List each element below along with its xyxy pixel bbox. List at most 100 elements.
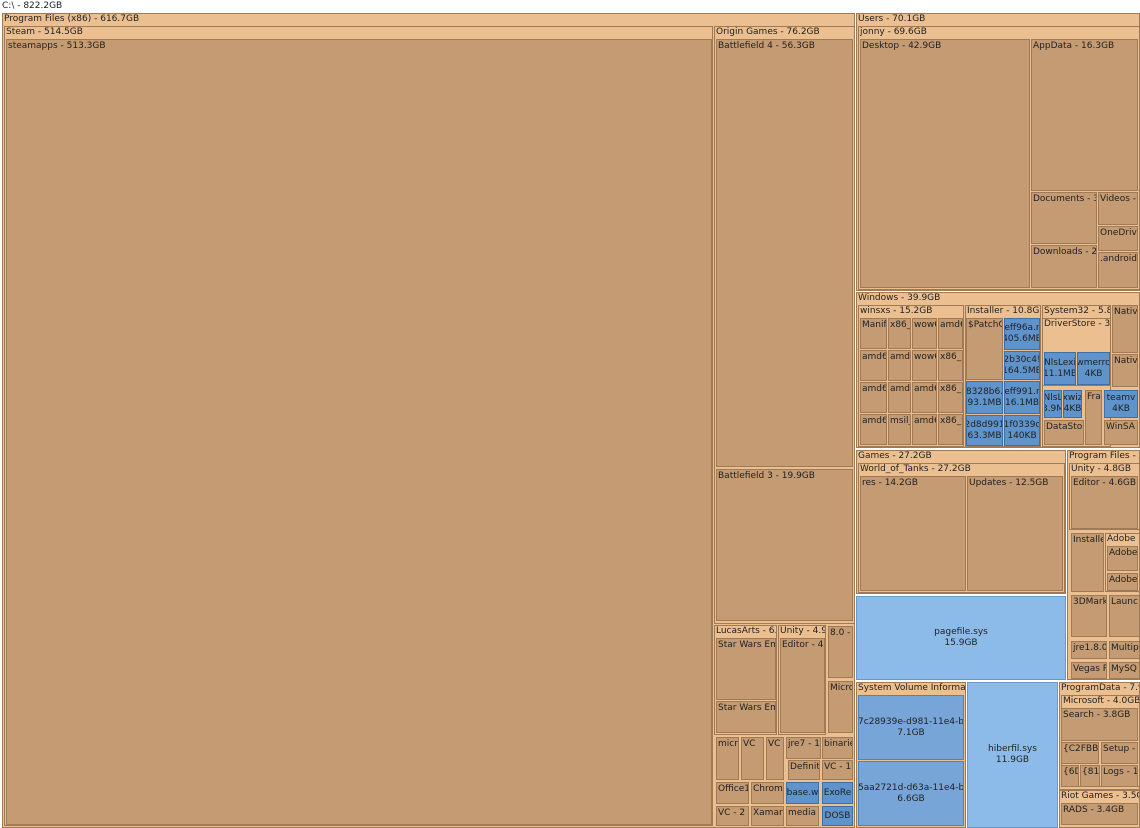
file[interactable]: VC - 1 (822, 760, 853, 780)
file[interactable]: VC - 2 (716, 806, 749, 826)
node-label: amd6 (890, 384, 910, 394)
file[interactable]: x86_i (888, 318, 911, 349)
file[interactable]: 1f0339c 140KB (1004, 415, 1040, 446)
file[interactable]: Star Wars Em (716, 638, 776, 700)
file[interactable]: res - 14.2GB (860, 476, 966, 591)
file[interactable]: amd6 (860, 414, 887, 445)
file[interactable]: hiberfil.sys 11.9GB (967, 682, 1058, 828)
file[interactable]: $PatchC (966, 318, 1003, 380)
file[interactable]: DOSB (822, 806, 853, 826)
file[interactable]: amd6 (860, 350, 887, 381)
file[interactable]: Setup - (1101, 742, 1138, 764)
file[interactable]: {6D (1061, 765, 1079, 787)
file[interactable]: ExoRe (822, 782, 853, 804)
file[interactable]: 3DMark (1071, 595, 1107, 637)
file[interactable]: Launc (1109, 595, 1140, 637)
file[interactable]: Adobe (1107, 546, 1138, 571)
node-label: Windows - 39.9GB (858, 293, 941, 303)
file[interactable]: RADS - 3.4GB (1061, 803, 1138, 825)
file[interactable]: Editor - 4. (780, 638, 825, 733)
file[interactable]: Updates - 12.5GB (967, 476, 1063, 591)
file[interactable]: Documents - 3.6 (1031, 192, 1097, 244)
file[interactable]: {C2FBB (1061, 742, 1099, 764)
file[interactable]: teamv 4KB (1104, 390, 1138, 418)
file[interactable]: jre7 - 1 (786, 737, 821, 759)
file[interactable]: Vegas P (1071, 662, 1107, 679)
file[interactable]: jre1.8.0 (1071, 641, 1107, 659)
file[interactable]: 2d8d991 63.3MB (966, 415, 1003, 446)
file[interactable]: NlsL3.9M (1044, 390, 1062, 418)
file[interactable]: Battlefield 3 - 19.9GB (716, 469, 853, 621)
file[interactable]: amd6 (912, 382, 937, 413)
file[interactable]: Definit (788, 760, 820, 780)
file[interactable]: amd6 (938, 318, 963, 349)
file[interactable]: Nativ (1112, 305, 1138, 353)
file[interactable]: Logs - 1 (1101, 765, 1138, 787)
file[interactable]: 8.0 - (828, 626, 853, 678)
file[interactable]: pagefile.sys 15.9GB (856, 596, 1066, 680)
file[interactable]: xwiz 4KB (1063, 390, 1082, 418)
node-label: Adobe (1109, 548, 1138, 558)
file[interactable]: Editor - 4.6GB (1071, 476, 1138, 529)
file[interactable]: base.w (786, 782, 819, 804)
file[interactable]: Fra (1085, 390, 1102, 445)
file[interactable]: Adobe (1107, 573, 1138, 591)
node-label: Xamari (753, 808, 784, 818)
file[interactable]: msil_s (888, 414, 911, 445)
file[interactable]: x86_v (938, 414, 963, 445)
file[interactable]: DataStor (1044, 420, 1084, 445)
file[interactable]: Office1 (716, 782, 749, 804)
file[interactable]: x86_r (938, 350, 963, 381)
file[interactable]: Battlefield 4 - 56.3GB (716, 39, 853, 467)
file[interactable]: amd6 (912, 414, 937, 445)
node-label: Riot Games - 3.5GB (1061, 791, 1139, 801)
node-size: 63.3MB (967, 430, 1002, 441)
node-label: Chrom (753, 784, 783, 794)
node-label: amd6 (862, 352, 887, 362)
file[interactable]: wow6 (912, 350, 937, 381)
file[interactable]: VC (741, 737, 764, 780)
file[interactable]: VC (766, 737, 784, 780)
file[interactable]: {5aa2721d-d63a-11e4-be 6.6GB (858, 761, 964, 826)
file[interactable]: Star Wars Em (716, 701, 776, 733)
file[interactable]: eff991.r 16.1MB (1004, 381, 1040, 414)
file[interactable]: Installe (1071, 533, 1104, 592)
file[interactable]: wow6 (912, 318, 937, 349)
file[interactable]: Downloads - 2.5 (1031, 245, 1097, 288)
file[interactable]: steamapps - 513.3GB (6, 39, 712, 825)
file[interactable]: Multip (1109, 641, 1140, 659)
file[interactable]: Micro (828, 681, 853, 733)
file[interactable]: Desktop - 42.9GB (860, 39, 1030, 288)
file[interactable]: binarie (822, 737, 853, 759)
file[interactable]: {81! (1080, 765, 1100, 787)
file[interactable]: Xamari (751, 806, 784, 826)
file[interactable]: media (786, 806, 819, 826)
file[interactable]: micro (716, 737, 739, 780)
file[interactable]: OneDriv (1098, 226, 1138, 251)
file[interactable]: amd6 (888, 382, 911, 413)
file[interactable]: Search - 3.8GB (1061, 708, 1138, 741)
file[interactable]: {7c28939e-d981-11e4-b8 7.1GB (858, 695, 964, 760)
file[interactable]: amd6 (888, 350, 911, 381)
file[interactable]: eff96a.r 405.6MB (1004, 318, 1040, 350)
file[interactable]: Manife (860, 318, 887, 349)
node-label: Microsoft - 4.0GB (1063, 696, 1140, 706)
file[interactable]: 8328b6. 93.1MB (966, 381, 1003, 414)
file[interactable]: WinSA (1104, 420, 1138, 445)
node-label: Program Files (x86) - 616.7GB (4, 14, 140, 24)
node-label: System Volume Informat (858, 683, 966, 693)
file[interactable]: Videos - (1098, 192, 1138, 225)
file[interactable]: MySQ (1109, 662, 1140, 679)
node-label: ExoRe (823, 787, 852, 798)
file[interactable]: Chrom (751, 782, 784, 804)
file[interactable]: NlsLexi 11.1MB (1044, 352, 1076, 385)
file[interactable]: 2b30c4! 164.5MB (1004, 351, 1040, 380)
file[interactable]: .android (1098, 252, 1138, 288)
file[interactable]: x86_r (938, 382, 963, 413)
file[interactable]: amd6 (860, 382, 887, 413)
node-label: Videos - (1100, 194, 1137, 204)
file[interactable]: AppData - 16.3GB (1031, 39, 1138, 191)
file[interactable]: wmerro 4KB (1077, 352, 1110, 385)
node-label: {6D (1063, 767, 1078, 777)
file[interactable]: Nativ (1112, 354, 1138, 387)
